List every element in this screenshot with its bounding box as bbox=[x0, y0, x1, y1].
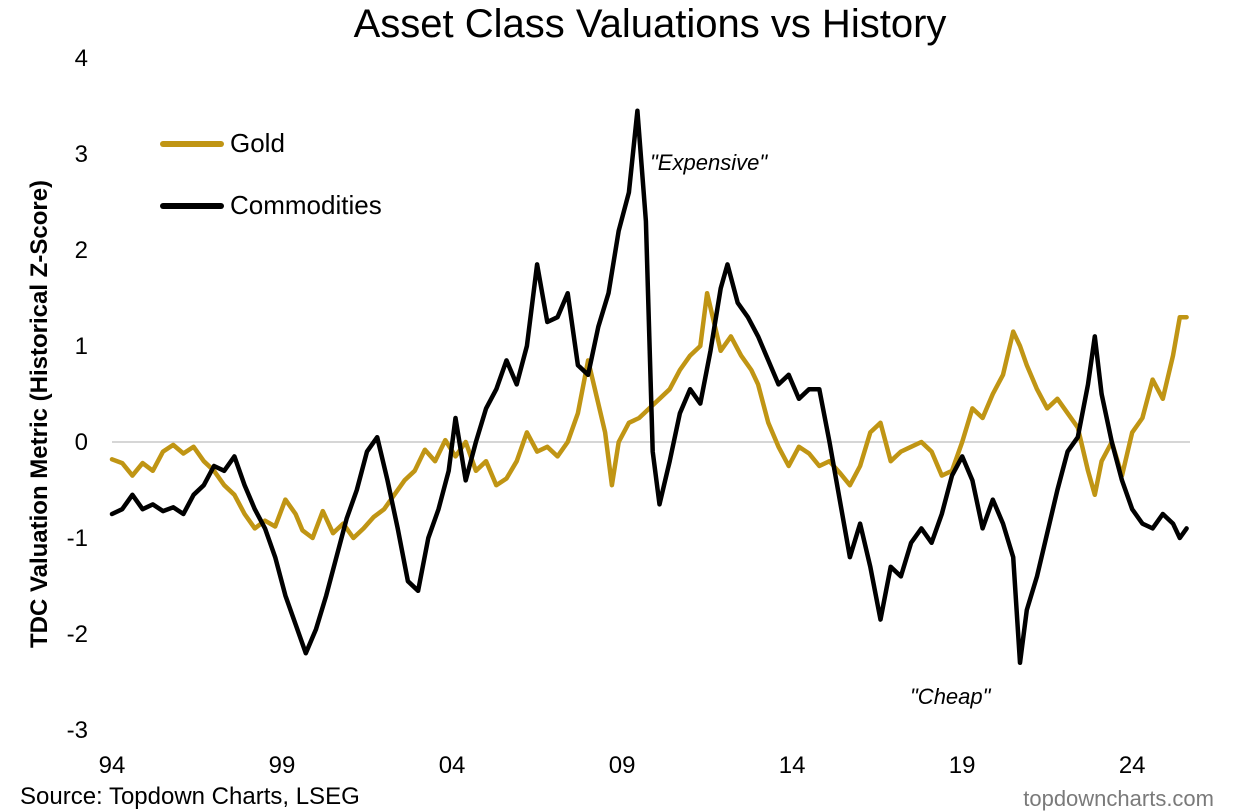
y-tick-label: 1 bbox=[75, 333, 88, 360]
legend-swatch-gold bbox=[160, 140, 224, 147]
x-tick-label: 99 bbox=[269, 752, 296, 779]
chart-title: Asset Class Valuations vs History bbox=[353, 2, 947, 46]
x-tick-label: 19 bbox=[949, 752, 976, 779]
legend-label-commodities: Commodities bbox=[230, 190, 382, 220]
x-tick-label: 94 bbox=[99, 752, 126, 779]
x-tick-label: 24 bbox=[1119, 752, 1146, 779]
series-lines bbox=[109, 108, 1189, 666]
y-tick-label: -3 bbox=[67, 717, 88, 744]
x-tick-label: 04 bbox=[439, 752, 466, 779]
legend-swatch-commodities bbox=[160, 202, 224, 209]
y-tick-label: 3 bbox=[75, 141, 88, 168]
x-tick-label: 09 bbox=[609, 752, 636, 779]
series-line-commodities bbox=[109, 108, 1189, 666]
y-tick-label: -1 bbox=[67, 525, 88, 552]
legend-item-commodities: Commodities bbox=[160, 190, 382, 221]
y-tick-label: 4 bbox=[75, 45, 88, 72]
y-tick-label: 2 bbox=[75, 237, 88, 264]
y-tick-labels: 4 3 2 1 0 -1 -2 -3 bbox=[67, 45, 88, 744]
annotation-cheap: "Cheap" bbox=[910, 684, 991, 709]
legend-item-gold: Gold bbox=[160, 128, 285, 159]
series-line-gold bbox=[109, 290, 1189, 541]
y-tick-label: -2 bbox=[67, 621, 88, 648]
watermark: topdowncharts.com bbox=[1023, 786, 1214, 811]
x-tick-labels: 94 99 04 09 14 19 24 bbox=[99, 752, 1146, 779]
annotation-expensive: "Expensive" bbox=[650, 150, 768, 175]
legend-label-gold: Gold bbox=[230, 128, 285, 158]
source-note: Source: Topdown Charts, LSEG bbox=[20, 783, 360, 810]
x-tick-label: 14 bbox=[779, 752, 806, 779]
y-tick-label: 0 bbox=[75, 429, 88, 456]
